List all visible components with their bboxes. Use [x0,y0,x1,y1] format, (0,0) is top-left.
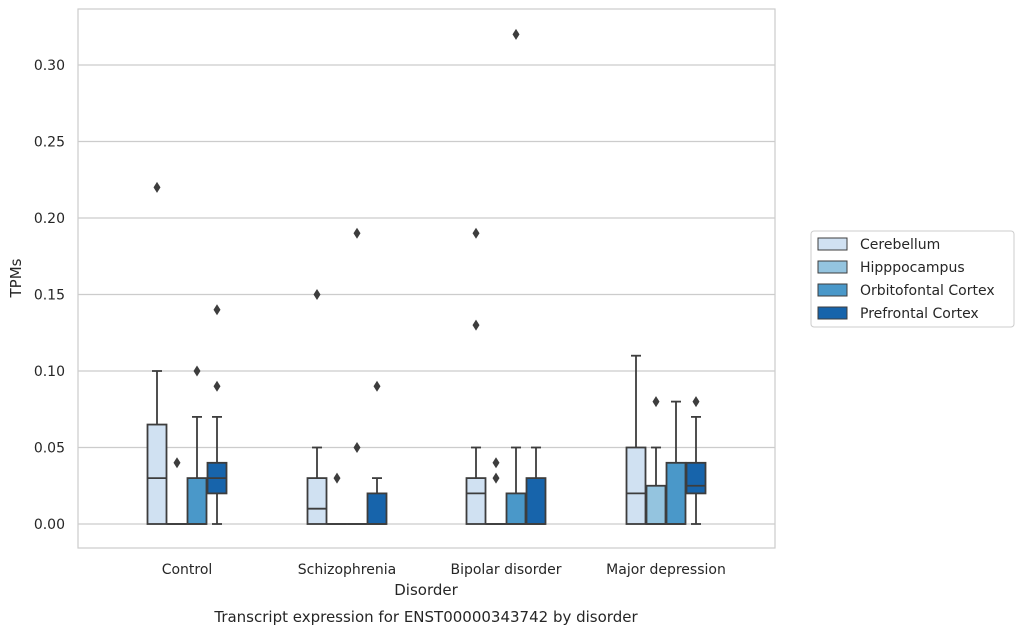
outlier-point [173,457,181,469]
y-tick-label: 0.15 [34,288,65,304]
box-body [685,461,707,495]
box [306,289,328,525]
box [685,396,707,525]
legend: Cerebellum Hipppocampus Orbitofontal Corte… [810,230,1015,328]
y-tick-label: 0.05 [34,441,65,457]
x-tick-label: Major depression [606,562,726,578]
box-body [665,461,687,525]
outlier-point [333,472,341,484]
box-body [645,484,667,525]
legend-swatch [817,306,848,320]
box-body [186,477,208,525]
legend-swatch [817,260,848,274]
series-orbitofontal-cortex [186,28,687,525]
box [326,472,348,525]
box [366,380,388,525]
series-cerebellum [146,181,647,525]
legend-swatch [817,237,848,251]
box-body [465,477,487,525]
y-tick-label: 0.00 [34,517,65,533]
legend-frame [810,230,1015,328]
chart-caption: Transcript expression for ENST0000034374… [213,608,638,626]
outlier-point [492,457,500,469]
legend-label: Hipppocampus [860,260,965,276]
x-axis-ticks: Control Schizophrenia Bipolar disorder Majo… [162,562,726,578]
plot-area-frame [77,8,776,549]
series-prefrontal-cortex [206,304,707,525]
grid-lines [78,64,775,525]
y-axis-label: TPMs [7,258,25,298]
box [485,457,507,525]
outlier-point [353,442,361,453]
box [206,304,228,525]
box [665,400,687,525]
box-body [525,477,547,525]
y-tick-label: 0.25 [34,135,65,151]
outlier-point [313,289,321,300]
outlier-point [213,304,221,316]
x-tick-label: Bipolar disorder [450,562,561,578]
x-axis-label: Disorder [394,581,458,599]
outlier-point [692,396,700,408]
legend-swatch [817,283,848,297]
box-body [306,477,328,525]
box [186,365,208,525]
x-tick-label: Schizophrenia [298,562,396,578]
legend-label: Orbitofontal Cortex [860,283,995,299]
y-tick-label: 0.30 [34,58,65,74]
legend-label: Cerebellum [860,237,940,253]
box [505,28,527,525]
box-body [625,446,647,525]
box [525,446,547,525]
outlier-point [492,472,500,484]
outlier-point [472,319,480,331]
outlier-point [472,227,480,239]
legend-label: Prefrontal Cortex [860,306,979,322]
x-tick-label: Control [162,562,213,578]
outlier-point [512,28,520,40]
box [645,396,667,525]
box-series [146,28,707,525]
box-body [366,492,388,525]
box-body [505,492,527,525]
outlier-point [193,365,201,377]
outlier-point [373,380,381,392]
box-body [146,423,168,525]
box [146,181,168,525]
series-hipppocampus [166,396,667,525]
box [465,227,487,525]
outlier-point [153,181,161,193]
outlier-point [213,380,221,392]
box [625,354,647,525]
y-tick-label: 0.10 [34,364,65,380]
outlier-point [652,396,660,408]
y-axis-ticks: 0.00 0.05 0.10 0.15 0.20 0.25 0.30 [34,58,65,533]
outlier-point [353,227,361,239]
box [346,227,368,525]
y-tick-label: 0.20 [34,211,65,227]
box [166,457,188,525]
